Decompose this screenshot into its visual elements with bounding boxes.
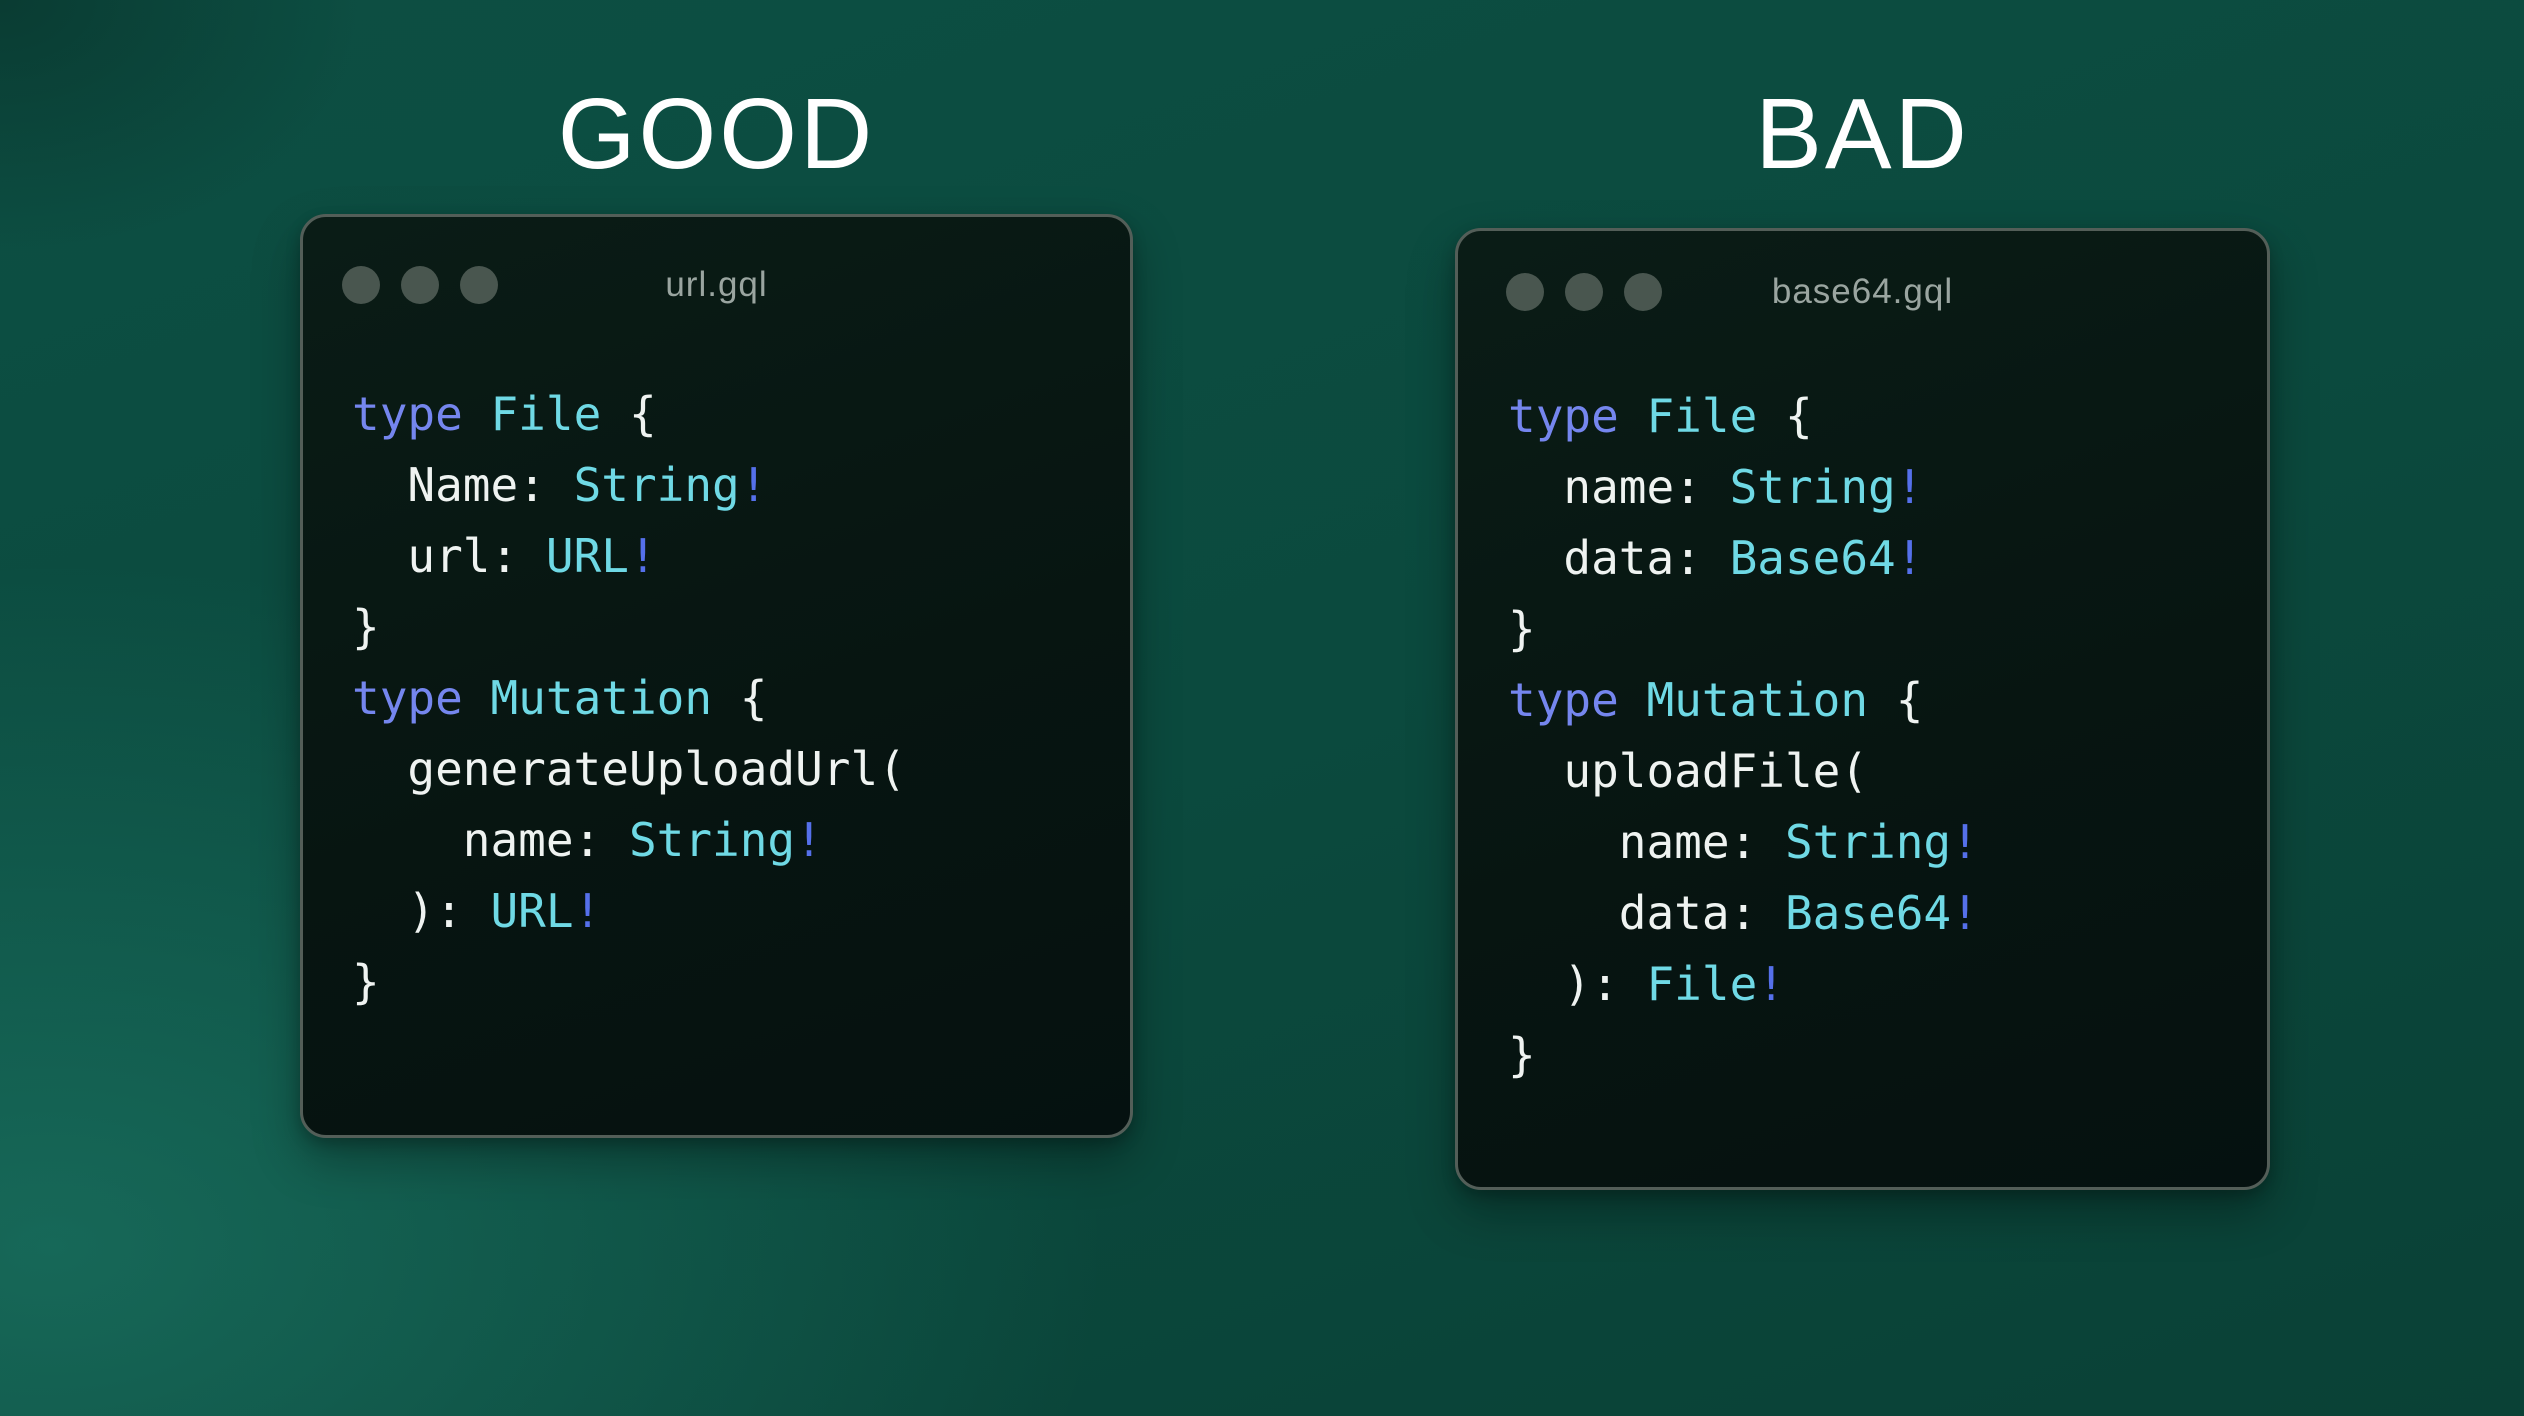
code-token: } [1508, 1028, 1536, 1082]
code-token [463, 671, 491, 725]
code-line: ): URL! [352, 876, 906, 947]
code-line: name: String! [352, 805, 906, 876]
code-token: File [1646, 957, 1758, 1011]
code-token: File [1646, 389, 1758, 443]
code-token: type [1508, 389, 1619, 443]
window-traffic-dots-icon [1506, 273, 1683, 311]
good-label: GOOD [557, 78, 876, 190]
code-token: data: [1508, 886, 1785, 940]
code-line: type File { [352, 379, 906, 450]
window-dot-icon [401, 266, 439, 304]
code-line: } [352, 592, 906, 663]
code-token: File [490, 387, 602, 441]
code-token: ! [1757, 957, 1785, 1011]
code-line: } [352, 947, 906, 1018]
code-token: URL [545, 529, 629, 583]
window-dot-icon [460, 266, 498, 304]
code-line: } [1508, 1020, 1979, 1091]
code-token: type [352, 671, 463, 725]
code-token: ! [795, 813, 823, 867]
code-token: } [352, 600, 380, 654]
code-token: { [601, 387, 657, 441]
code-line: uploadFile( [1508, 736, 1979, 807]
code-token: ): [1508, 957, 1647, 1011]
code-line: type Mutation { [352, 663, 906, 734]
code-line: url: URL! [352, 521, 906, 592]
code-token: type [1508, 673, 1619, 727]
code-line: data: Base64! [1508, 878, 1979, 949]
window-title: base64.gql [1771, 272, 1954, 311]
code-token: } [352, 955, 380, 1009]
code-token: name: [1508, 815, 1785, 869]
code-token: ! [739, 458, 768, 512]
code-line: name: String! [1508, 807, 1979, 878]
code-token [463, 387, 491, 441]
code-area: type File { name: String! data: Base64!}… [1508, 381, 1979, 1091]
code-token: URL [490, 884, 574, 938]
code-line: Name: String! [352, 450, 906, 521]
code-token: type [352, 387, 463, 441]
code-token: ! [1951, 815, 1979, 869]
code-token: data: [1508, 531, 1730, 585]
code-token: { [712, 671, 768, 725]
code-area: type File { Name: String! url: URL!} type… [352, 379, 906, 1018]
code-token: String [1784, 815, 1952, 869]
bad-label: BAD [1755, 78, 1970, 190]
code-token: Mutation [1646, 673, 1869, 727]
code-line: generateUploadUrl( [352, 734, 906, 805]
code-token: String [573, 458, 740, 512]
window-dot-icon [1624, 273, 1662, 311]
code-token: generateUploadUrl( [352, 742, 906, 796]
code-token [1619, 673, 1647, 727]
window-dot-icon [342, 266, 380, 304]
code-token: ! [1895, 531, 1924, 585]
window-title: url.gql [665, 265, 768, 304]
code-line: } [1508, 594, 1979, 665]
code-token: ! [573, 884, 602, 938]
code-window-good: url.gql type File { Name: String! url: U… [300, 214, 1133, 1138]
window-dot-icon [1506, 273, 1544, 311]
code-token: } [1508, 602, 1536, 656]
window-traffic-dots-icon [342, 266, 519, 304]
code-token: String [628, 813, 796, 867]
window-dot-icon [1565, 273, 1603, 311]
code-line: ): File! [1508, 949, 1979, 1020]
code-window-bad: base64.gql type File { name: String! dat… [1455, 228, 2270, 1190]
code-token: { [1868, 673, 1924, 727]
code-line: type File { [1508, 381, 1979, 452]
code-token: { [1757, 389, 1813, 443]
code-token [1619, 389, 1647, 443]
code-token: ! [1951, 886, 1979, 940]
code-token: ! [1895, 460, 1924, 514]
code-line: name: String! [1508, 452, 1979, 523]
code-line: type Mutation { [1508, 665, 1979, 736]
code-token: ): [352, 884, 491, 938]
code-token: Base64 [1729, 531, 1896, 585]
code-token: url: [352, 529, 546, 583]
code-token: Name: [352, 458, 574, 512]
code-token: Base64 [1784, 886, 1952, 940]
code-token: Mutation [490, 671, 713, 725]
code-token: name: [352, 813, 629, 867]
code-line: data: Base64! [1508, 523, 1979, 594]
code-token: ! [628, 529, 657, 583]
code-token: name: [1508, 460, 1730, 514]
code-token: uploadFile( [1508, 744, 1869, 798]
code-token: String [1729, 460, 1896, 514]
